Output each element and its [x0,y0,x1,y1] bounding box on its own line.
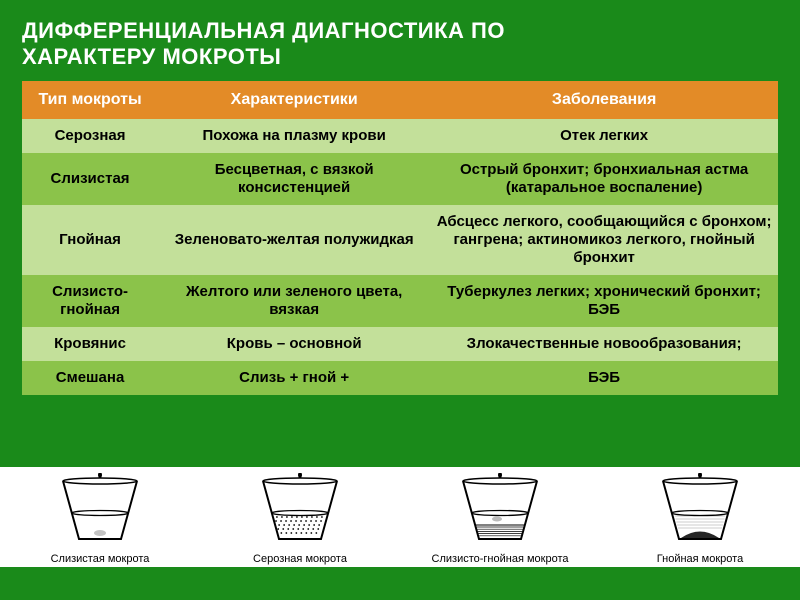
cell-type: Смешана [22,361,158,395]
glass-item: Слизистая мокрота [10,473,190,565]
glass-label: Серозная мокрота [253,553,347,565]
glass-label: Слизисто-гнойная мокрота [432,553,569,565]
title-line-2: ХАРАКТЕРУ МОКРОТЫ [22,44,281,69]
cell-characteristics: Желтого или зеленого цвета, вязкая [158,275,430,327]
glass-illustration-strip: Слизистая мокрота Серозная мокрота Слизист… [0,467,800,567]
title-line-1: ДИФФЕРЕНЦИАЛЬНАЯ ДИАГНОСТИКА ПО [22,18,505,43]
sputum-table: Тип мокроты Характеристики Заболевания С… [22,81,778,395]
cell-type: Слизисто-гнойная [22,275,158,327]
cell-diseases: Злокачественные новообразования; [430,327,778,361]
cell-characteristics: Похожа на плазму крови [158,119,430,153]
cell-characteristics: Слизь + гной + [158,361,430,395]
cell-type: Слизистая [22,153,158,205]
col-header-type: Тип мокроты [22,81,158,119]
glass-item: Слизисто-гнойная мокрота [410,473,590,565]
cell-type: Кровянис [22,327,158,361]
cell-characteristics: Бесцветная, с вязкой консистенцией [158,153,430,205]
cell-characteristics: Кровь – основной [158,327,430,361]
table-row: СерознаяПохожа на плазму кровиОтек легки… [22,119,778,153]
table-header-row: Тип мокроты Характеристики Заболевания [22,81,778,119]
cell-characteristics: Зеленовато-желтая полужидкая [158,205,430,275]
table-row: СмешанаСлизь + гной +БЭБ [22,361,778,395]
col-header-diseases: Заболевания [430,81,778,119]
cell-diseases: БЭБ [430,361,778,395]
glass-label: Гнойная мокрота [657,553,743,565]
cell-type: Гнойная [22,205,158,275]
table-row: Слизисто-гнойнаяЖелтого или зеленого цве… [22,275,778,327]
table-body: СерознаяПохожа на плазму кровиОтек легки… [22,119,778,395]
cell-type: Серозная [22,119,158,153]
col-header-characteristics: Характеристики [158,81,430,119]
slide-title: ДИФФЕРЕНЦИАЛЬНАЯ ДИАГНОСТИКА ПО ХАРАКТЕР… [22,18,778,71]
cell-diseases: Отек легких [430,119,778,153]
glass-item: Серозная мокрота [210,473,390,565]
cell-diseases: Туберкулез легких; хронический бронхит; … [430,275,778,327]
table-row: СлизистаяБесцветная, с вязкой консистенц… [22,153,778,205]
glass-label: Слизистая мокрота [51,553,150,565]
cell-diseases: Острый бронхит; бронхиальная астма (ката… [430,153,778,205]
table-row: КровянисКровь – основнойЗлокачественные … [22,327,778,361]
cell-diseases: Абсцесс легкого, сообщающийся с бронхом;… [430,205,778,275]
glass-item: Гнойная мокрота [610,473,790,565]
table-row: ГнойнаяЗеленовато-желтая полужидкаяАбсце… [22,205,778,275]
